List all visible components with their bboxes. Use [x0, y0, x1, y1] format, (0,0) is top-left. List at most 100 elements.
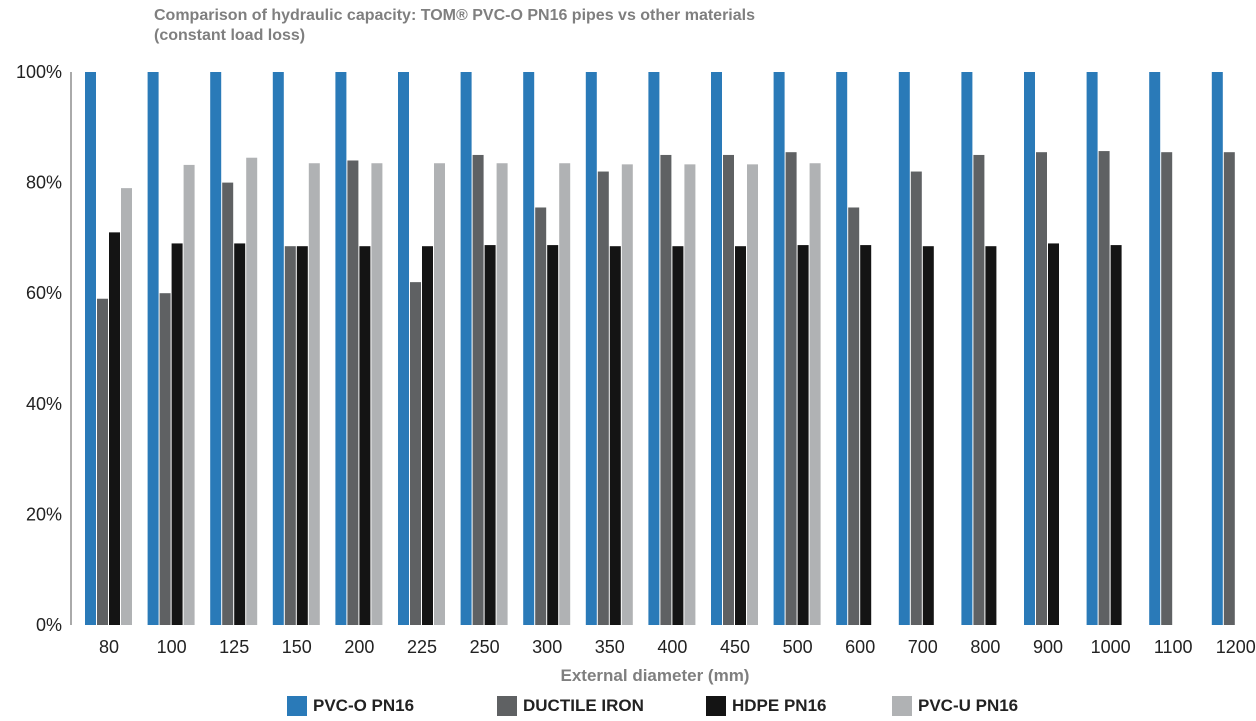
- bar-pvc-u-pn16-500: [809, 163, 821, 625]
- bar-pvc-u-pn16-250: [496, 163, 508, 625]
- legend-item-pvc-u-pn16: PVC-U PN16: [892, 695, 1018, 717]
- bar-ductile-iron-250: [472, 154, 484, 625]
- legend-item-ductile-iron: DUCTILE IRON: [497, 695, 644, 717]
- bar-pvc-o-pn16-150: [272, 72, 284, 625]
- x-tick-label-200: 200: [344, 637, 374, 657]
- bar-pvc-o-pn16-600: [836, 72, 848, 625]
- legend-swatch-pvc-o-pn16: [287, 696, 307, 716]
- bar-pvc-u-pn16-350: [621, 164, 633, 625]
- bar-pvc-o-pn16-500: [773, 72, 785, 625]
- bar-pvc-u-pn16-300: [559, 163, 571, 625]
- bars-group: [85, 72, 1235, 626]
- legend-swatch-hdpe-pn16: [706, 696, 726, 716]
- x-tick-label-150: 150: [282, 637, 312, 657]
- bar-ductile-iron-450: [723, 154, 734, 625]
- legend-item-pvc-o-pn16: PVC-O PN16: [287, 695, 414, 717]
- legend-swatch-ductile-iron: [497, 696, 517, 716]
- legend-item-hdpe-pn16: HDPE PN16: [706, 695, 826, 717]
- bar-pvc-o-pn16-300: [523, 72, 535, 625]
- bar-ductile-iron-100: [159, 293, 171, 625]
- x-tick-label-500: 500: [783, 637, 813, 657]
- bar-ductile-iron-80: [97, 298, 108, 625]
- bar-hdpe-pn16-500: [797, 245, 809, 626]
- bar-hdpe-pn16-1000: [1110, 245, 1122, 626]
- bar-pvc-u-pn16-100: [183, 164, 195, 626]
- y-tick-label-0pct: 0%: [36, 615, 62, 635]
- bar-pvc-o-pn16-450: [711, 72, 722, 625]
- bar-hdpe-pn16-600: [860, 245, 872, 626]
- bar-pvc-o-pn16-700: [898, 72, 910, 625]
- bar-hdpe-pn16-100: [171, 243, 183, 625]
- x-tick-label-125: 125: [219, 637, 249, 657]
- x-tick-label-225: 225: [407, 637, 437, 657]
- x-tick-label-1000: 1000: [1091, 637, 1131, 657]
- bar-chart: 0% 20% 40% 60% 80% 100% 80 100 125 150 200 225 250 3…: [16, 62, 1256, 685]
- x-tick-label-80: 80: [99, 637, 119, 657]
- x-tick-label-900: 900: [1033, 637, 1063, 657]
- bar-ductile-iron-300: [535, 207, 547, 626]
- bar-pvc-u-pn16-80: [121, 188, 132, 625]
- bar-ductile-iron-1100: [1161, 152, 1173, 625]
- bar-pvc-o-pn16-1000: [1086, 72, 1098, 625]
- legend-label-hdpe-pn16: HDPE PN16: [732, 696, 827, 715]
- bar-pvc-u-pn16-450: [747, 164, 758, 625]
- bar-pvc-u-pn16-150: [308, 163, 320, 625]
- bar-ductile-iron-1200: [1223, 152, 1235, 625]
- bar-ductile-iron-900: [1036, 152, 1047, 625]
- chart-title-line1: Comparison of hydraulic capacity: TOM® P…: [154, 7, 755, 24]
- bar-pvc-o-pn16-80: [85, 72, 96, 625]
- bar-pvc-o-pn16-225: [398, 72, 409, 625]
- bar-hdpe-pn16-225: [422, 246, 433, 625]
- x-tick-label-800: 800: [970, 637, 1000, 657]
- x-tick-label-700: 700: [908, 637, 938, 657]
- bar-pvc-o-pn16-1200: [1211, 72, 1223, 625]
- bar-pvc-o-pn16-100: [147, 72, 159, 625]
- bar-pvc-u-pn16-400: [684, 164, 696, 625]
- bar-hdpe-pn16-80: [109, 232, 120, 625]
- bar-hdpe-pn16-200: [359, 246, 371, 625]
- legend: PVC-O PN16 DUCTILE IRON HDPE PN16 PVC-U PN1…: [0, 691, 1256, 721]
- x-tick-label-600: 600: [845, 637, 875, 657]
- bar-hdpe-pn16-700: [922, 246, 934, 625]
- bar-hdpe-pn16-800: [985, 246, 997, 625]
- x-tick-label-100: 100: [157, 637, 187, 657]
- x-tick-label-250: 250: [470, 637, 500, 657]
- bar-pvc-u-pn16-200: [371, 163, 383, 625]
- x-tick-label-400: 400: [657, 637, 687, 657]
- y-tick-label-60pct: 60%: [26, 283, 62, 303]
- legend-label-pvc-o-pn16: PVC-O PN16: [313, 696, 415, 715]
- bar-ductile-iron-700: [910, 171, 922, 626]
- bar-pvc-u-pn16-225: [434, 163, 445, 625]
- bar-ductile-iron-1000: [1098, 151, 1110, 626]
- bar-hdpe-pn16-450: [735, 246, 746, 625]
- y-tick-labels: 0% 20% 40% 60% 80% 100%: [16, 62, 62, 635]
- bar-ductile-iron-600: [848, 207, 860, 626]
- x-axis-label: External diameter (mm): [561, 666, 750, 685]
- y-tick-label-80pct: 80%: [26, 173, 62, 193]
- bar-ductile-iron-500: [785, 152, 797, 625]
- y-tick-label-40pct: 40%: [26, 394, 62, 414]
- x-tick-labels: 80 100 125 150 200 225 250 300 350 400 450 500 600 70…: [99, 637, 1256, 657]
- bar-pvc-o-pn16-800: [961, 72, 973, 625]
- bar-hdpe-pn16-250: [484, 245, 496, 626]
- bar-pvc-o-pn16-125: [210, 72, 222, 625]
- bar-pvc-u-pn16-125: [246, 157, 258, 625]
- bar-ductile-iron-350: [597, 171, 609, 626]
- bar-ductile-iron-150: [284, 246, 296, 625]
- bar-ductile-iron-125: [222, 182, 234, 625]
- bar-pvc-o-pn16-350: [585, 72, 597, 625]
- bar-hdpe-pn16-900: [1048, 243, 1059, 625]
- legend-swatch-pvc-u-pn16: [892, 696, 912, 716]
- bar-pvc-o-pn16-400: [648, 72, 660, 625]
- bar-hdpe-pn16-400: [672, 246, 684, 625]
- bar-ductile-iron-400: [660, 154, 672, 625]
- bar-pvc-o-pn16-250: [460, 72, 472, 625]
- bar-pvc-o-pn16-200: [335, 72, 347, 625]
- y-tick-label-20pct: 20%: [26, 504, 62, 524]
- bar-ductile-iron-225: [410, 282, 421, 625]
- bar-hdpe-pn16-125: [234, 243, 246, 625]
- bar-hdpe-pn16-300: [547, 245, 559, 626]
- y-tick-label-100pct: 100%: [16, 62, 62, 82]
- bar-hdpe-pn16-150: [296, 246, 308, 625]
- legend-label-pvc-u-pn16: PVC-U PN16: [918, 696, 1019, 715]
